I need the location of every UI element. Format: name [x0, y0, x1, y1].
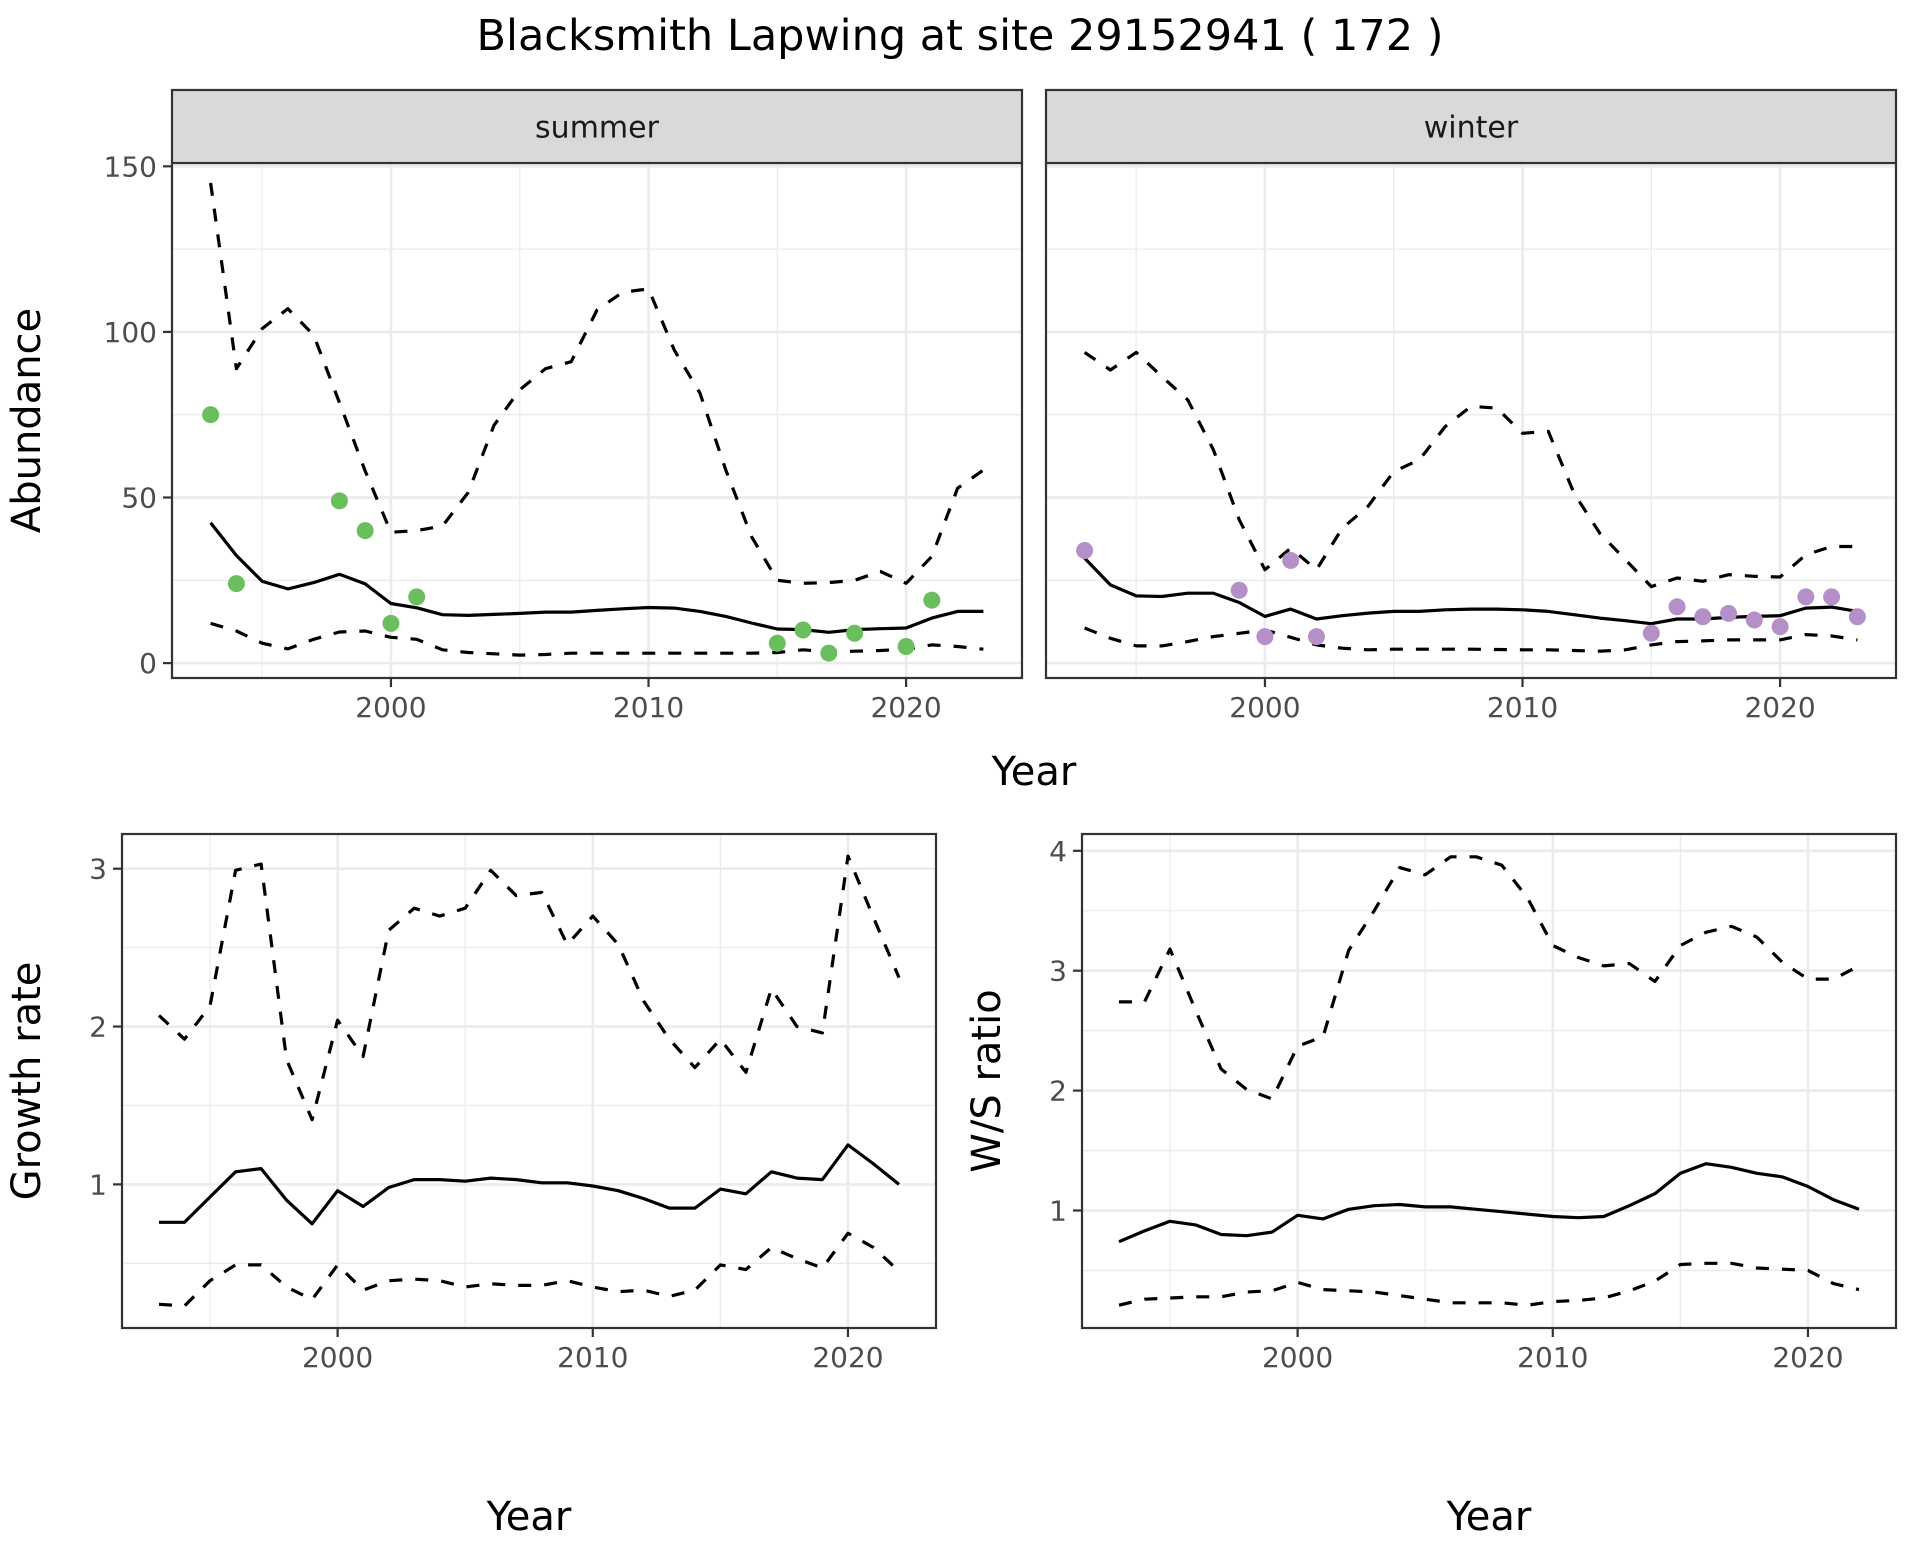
- data-point: [820, 644, 838, 662]
- x-tick-label: 2000: [1262, 1341, 1333, 1374]
- series-lower-line: [1118, 1261, 1860, 1307]
- panel-border: [120, 832, 938, 1330]
- data-point: [1745, 611, 1763, 629]
- panel-background: [1082, 834, 1896, 1328]
- data-point: [1668, 598, 1686, 616]
- figure-title: Blacksmith Lapwing at site 29152941 ( 17…: [477, 11, 1444, 61]
- facet-strip: [1044, 88, 1898, 165]
- data-point: [846, 624, 864, 642]
- data-point: [202, 406, 220, 424]
- x-tick-label: 2000: [302, 1341, 373, 1374]
- series-upper-line: [1119, 855, 1860, 1101]
- series-estimate-line: [1118, 1162, 1860, 1244]
- panel-background: [172, 163, 1022, 678]
- x-axis-title: Year: [486, 1494, 572, 1540]
- y-tick-label: 3: [1049, 955, 1067, 988]
- x-tick-label: 2020: [870, 691, 941, 724]
- y-tick-label: 3: [89, 853, 107, 886]
- gridlines: [1046, 163, 1896, 678]
- x-tick-label: 2000: [1229, 691, 1300, 724]
- y-tick-label: 2: [1049, 1075, 1067, 1108]
- data-point: [1256, 628, 1274, 646]
- data-point: [1230, 581, 1248, 599]
- data-point: [923, 591, 941, 609]
- gridlines: [1082, 834, 1896, 1328]
- y-tick-label: 150: [104, 150, 157, 183]
- data-point: [1076, 541, 1094, 559]
- x-tick-label: 2010: [1487, 691, 1558, 724]
- panel-growth-rate: 2000 2010 2020 1 2 3 Year Growth rate: [4, 832, 938, 1540]
- x-tick-label: 2000: [355, 691, 426, 724]
- facet-strip: [170, 88, 1024, 165]
- observed-points: [1076, 541, 1866, 646]
- data-point: [382, 614, 400, 632]
- x-tick-label: 2010: [557, 1341, 628, 1374]
- facet-strip-label: summer: [535, 111, 660, 146]
- data-point: [1848, 608, 1866, 626]
- y-tick-label: 4: [1049, 835, 1067, 868]
- x-tick-label: 2020: [1744, 691, 1815, 724]
- data-point: [1642, 624, 1660, 642]
- y-tick-label: 0: [139, 647, 157, 680]
- y-axis-title-abundance: Abundance: [4, 308, 50, 533]
- data-point: [1307, 628, 1325, 646]
- y-tick-label: 2: [89, 1011, 107, 1044]
- data-point: [897, 638, 915, 656]
- data-point: [330, 492, 348, 510]
- facet-strip-label: winter: [1424, 111, 1519, 146]
- data-point: [227, 575, 245, 593]
- x-axis-title: Year: [1446, 1494, 1532, 1540]
- y-tick-label: 50: [121, 482, 157, 515]
- data-point: [1694, 608, 1712, 626]
- panel-background: [1046, 163, 1896, 678]
- panel-abundance-summer: summer 2000 2010 2020 0 50 100 150: [104, 88, 1024, 724]
- panel-abundance-winter: winter 2000 2010 2020: [1044, 88, 1898, 724]
- series-upper-line: [1083, 350, 1858, 589]
- gridlines: [172, 163, 1022, 678]
- y-tick-label: 1: [89, 1168, 107, 1201]
- x-tick-label: 2010: [613, 691, 684, 724]
- x-axis-title-abundance: Year: [991, 749, 1077, 795]
- y-tick-label: 1: [1049, 1194, 1067, 1227]
- observed-points: [202, 406, 941, 662]
- data-point: [1797, 588, 1815, 606]
- panel-border: [1080, 832, 1898, 1330]
- x-tick-label: 2010: [1517, 1341, 1588, 1374]
- series-upper-line: [209, 182, 985, 585]
- data-point: [768, 634, 786, 652]
- y-axis-title: W/S ratio: [964, 989, 1010, 1172]
- panel-background: [122, 834, 936, 1328]
- y-axis-title: Growth rate: [4, 962, 50, 1201]
- series-estimate-line: [159, 1143, 901, 1226]
- data-point: [794, 621, 812, 639]
- x-tick-label: 2020: [812, 1341, 883, 1374]
- data-point: [408, 588, 426, 606]
- data-point: [1823, 588, 1841, 606]
- x-tick-label: 2020: [1772, 1341, 1843, 1374]
- data-point: [1282, 551, 1300, 569]
- data-point: [1771, 618, 1789, 636]
- data-point: [1720, 604, 1738, 622]
- data-point: [356, 522, 374, 540]
- panel-ws-ratio: 2000 2010 2020 1 2 3 4 Year W/S ratio: [964, 832, 1898, 1540]
- y-tick-label: 100: [104, 316, 157, 349]
- series-lower-line: [158, 1231, 901, 1308]
- series-lower-line: [210, 621, 984, 657]
- series-lower-line: [1084, 626, 1858, 653]
